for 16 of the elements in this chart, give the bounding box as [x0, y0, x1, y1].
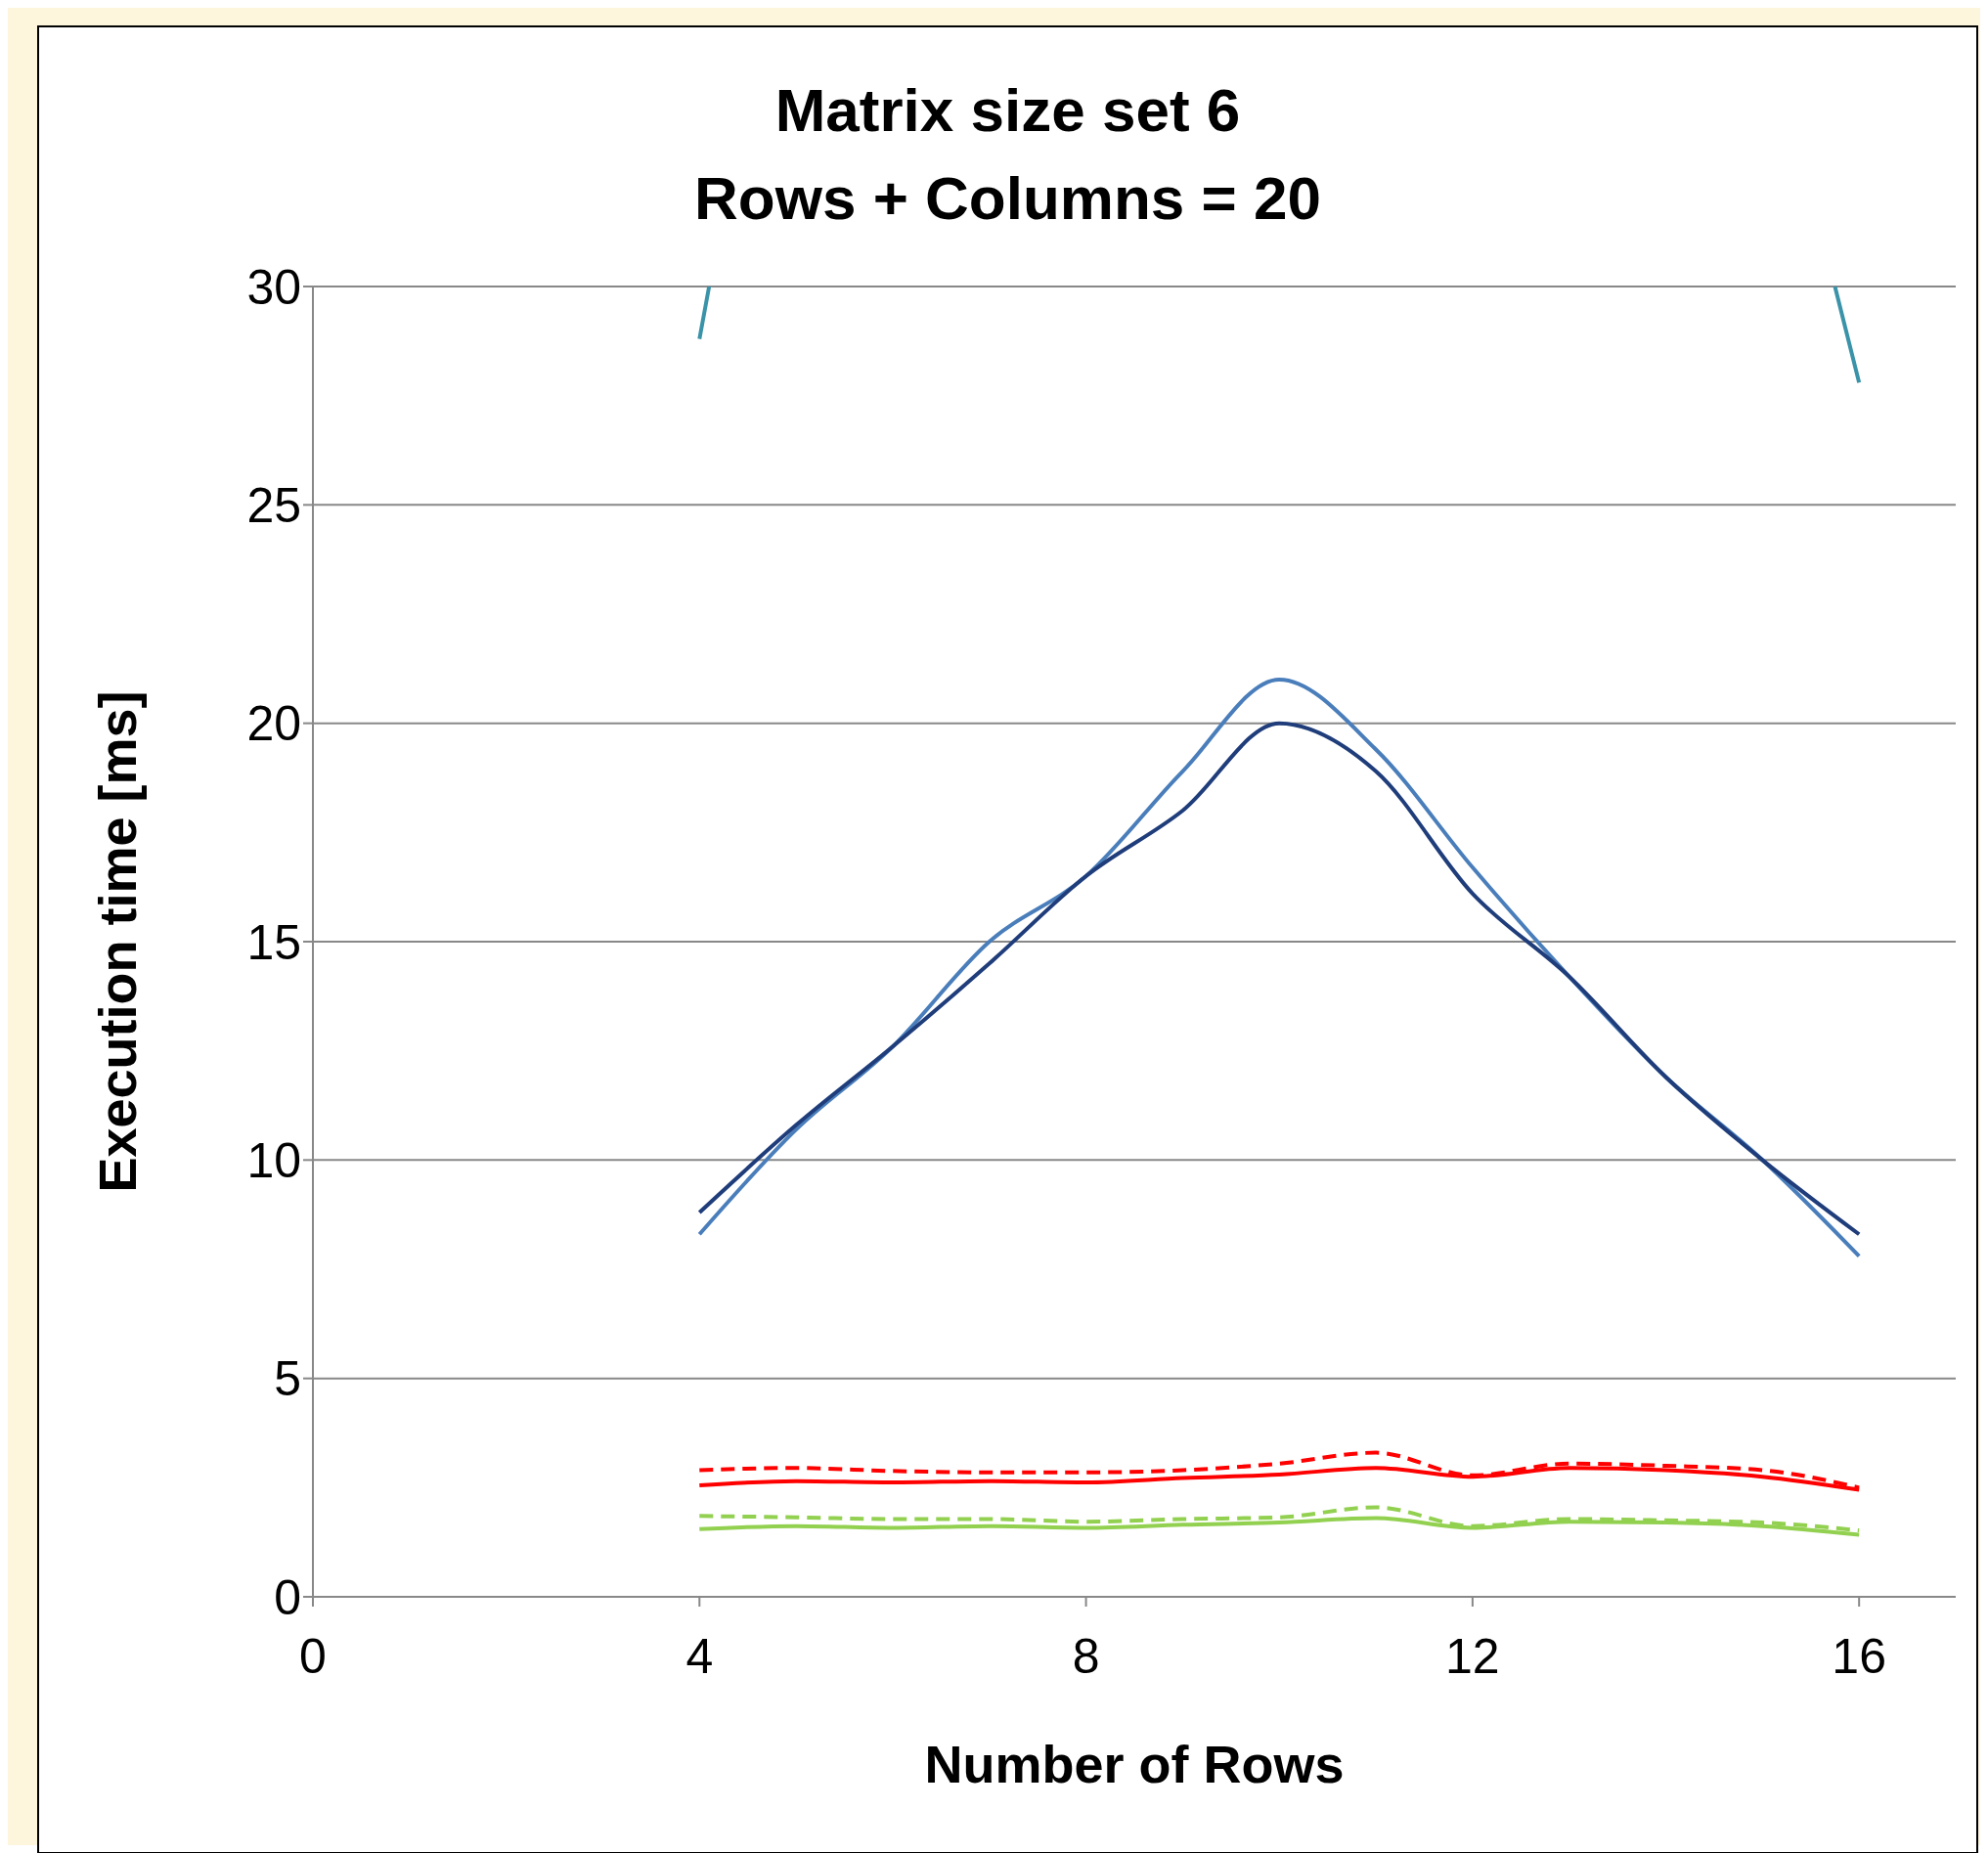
x-tick-label: 12: [1445, 1628, 1500, 1684]
y-tick-label: 25: [246, 478, 301, 534]
line-series: [697, 1505, 1862, 1533]
x-axis-title: Number of Rows: [924, 1735, 1345, 1793]
x-tick-label: 16: [1832, 1628, 1886, 1684]
y-tick-label: 5: [274, 1351, 301, 1407]
chart-title: Matrix size set 6: [773, 75, 1242, 146]
y-tick-label: 10: [246, 1133, 301, 1189]
y-axis-title: Execution time [ms]: [88, 690, 148, 1193]
y-tick-label: 30: [246, 259, 301, 315]
y-tick-label: 0: [274, 1569, 301, 1625]
x-tick-label: 8: [1072, 1628, 1100, 1684]
chart-subtitle: Rows + Columns = 20: [693, 163, 1322, 234]
y-tick-label: 20: [246, 696, 301, 752]
y-tick-label: 15: [246, 914, 301, 970]
x-tick-label: 4: [685, 1628, 714, 1684]
